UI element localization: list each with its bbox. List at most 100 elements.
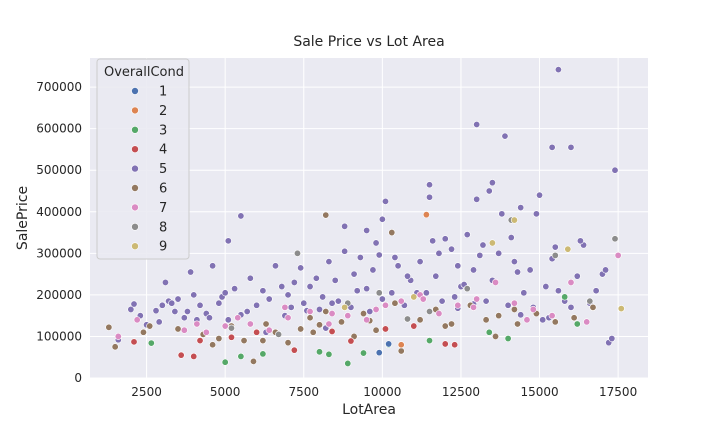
legend-marker <box>131 164 139 173</box>
data-point-cond-5 <box>514 268 522 276</box>
data-point-cond-5 <box>221 289 229 297</box>
data-point-cond-5 <box>190 291 198 299</box>
data-point-cond-4 <box>253 328 261 336</box>
data-point-cond-5 <box>180 314 188 322</box>
data-point-cond-7 <box>583 318 591 326</box>
data-point-cond-6 <box>495 312 503 320</box>
y-tick-label: 600000 <box>36 122 82 136</box>
data-point-cond-3 <box>147 339 155 347</box>
x-tick-label: 5000 <box>210 385 241 399</box>
data-point-cond-5 <box>448 245 456 253</box>
x-tick-labels: 2500 5000 7500 10000 12500 15000 17500 <box>131 385 637 399</box>
data-point-cond-5 <box>378 215 386 223</box>
data-point-cond-7 <box>281 303 289 311</box>
data-point-cond-5 <box>297 264 305 272</box>
data-point-cond-7 <box>548 312 556 320</box>
data-point-cond-5 <box>539 316 547 324</box>
legend-marker <box>131 184 139 192</box>
y-tick-label: 100000 <box>36 329 82 343</box>
data-point-cond-5 <box>517 311 525 319</box>
data-point-cond-5 <box>127 305 135 313</box>
data-point-cond-6 <box>105 323 113 331</box>
x-tick-label: 2500 <box>131 385 162 399</box>
data-point-cond-5 <box>168 299 176 307</box>
data-point-cond-5 <box>532 210 540 218</box>
data-point-cond-6 <box>570 314 578 322</box>
data-point-cond-5 <box>485 187 493 195</box>
data-point-cond-5 <box>152 307 160 315</box>
data-point-cond-5 <box>479 241 487 249</box>
data-point-cond-5 <box>567 143 575 151</box>
legend-label: 9 <box>159 240 167 255</box>
data-point-cond-2 <box>422 211 430 219</box>
data-point-cond-5 <box>187 268 195 276</box>
data-point-cond-6 <box>139 328 147 336</box>
data-point-cond-6 <box>315 321 323 329</box>
data-point-cond-5 <box>271 262 279 270</box>
data-point-cond-5 <box>548 143 556 151</box>
data-point-cond-5 <box>432 272 440 280</box>
data-point-cond-7 <box>419 295 427 303</box>
data-point-cond-9 <box>410 293 418 301</box>
data-point-cond-5 <box>507 234 515 242</box>
legend-marker <box>131 145 139 153</box>
data-point-cond-5 <box>265 295 273 303</box>
data-point-cond-5 <box>224 316 232 324</box>
data-point-cond-5 <box>209 262 217 270</box>
legend-label: 6 <box>159 182 167 197</box>
data-point-cond-7 <box>363 316 371 324</box>
data-point-cond-5 <box>495 249 503 257</box>
data-point-cond-5 <box>278 283 286 291</box>
data-point-cond-4 <box>177 351 185 359</box>
legend-title: OverallCond <box>104 65 184 80</box>
data-point-cond-7 <box>180 326 188 334</box>
data-point-cond-5 <box>542 283 550 291</box>
data-point-cond-7 <box>470 303 478 311</box>
data-point-cond-7 <box>454 301 462 309</box>
data-point-cond-5 <box>290 278 298 286</box>
data-point-cond-7 <box>202 328 210 336</box>
data-point-cond-6 <box>309 328 317 336</box>
data-point-cond-5 <box>284 291 292 299</box>
data-point-cond-6 <box>551 318 559 326</box>
data-point-cond-3 <box>344 359 352 367</box>
data-point-cond-5 <box>363 226 371 234</box>
data-point-cond-6 <box>397 347 405 355</box>
data-point-cond-7 <box>193 320 201 328</box>
data-point-cond-5 <box>438 297 446 305</box>
data-point-cond-5 <box>375 251 383 259</box>
legend-label: 5 <box>159 162 167 177</box>
data-point-cond-3 <box>237 352 245 360</box>
data-point-cond-5 <box>501 132 509 140</box>
data-point-cond-5 <box>592 287 600 295</box>
data-point-cond-6 <box>514 320 522 328</box>
data-point-cond-5 <box>171 308 179 316</box>
data-point-cond-7 <box>523 316 531 324</box>
y-tick-label: 400000 <box>36 205 82 219</box>
data-point-cond-6 <box>372 326 380 334</box>
data-point-cond-6 <box>391 299 399 307</box>
data-point-cond-5 <box>158 301 166 309</box>
data-point-cond-6 <box>209 341 217 349</box>
data-point-cond-4 <box>382 325 390 333</box>
data-point-cond-5 <box>608 335 616 343</box>
data-point-cond-7 <box>492 278 500 286</box>
legend-marker <box>131 126 139 134</box>
data-point-cond-6 <box>492 332 500 340</box>
data-point-cond-5 <box>287 303 295 311</box>
data-point-cond-5 <box>353 287 361 295</box>
data-point-cond-5 <box>573 272 581 280</box>
data-point-cond-7 <box>344 312 352 320</box>
data-point-cond-7 <box>265 326 273 334</box>
data-point-cond-3 <box>359 349 367 357</box>
data-point-cond-5 <box>451 293 459 301</box>
data-point-cond-7 <box>284 314 292 322</box>
legend-label: 2 <box>159 104 167 119</box>
data-point-cond-5 <box>416 258 424 266</box>
data-point-cond-7 <box>529 305 537 313</box>
data-point-cond-3 <box>221 358 229 366</box>
data-point-cond-5 <box>363 285 371 293</box>
data-point-cond-5 <box>312 274 320 282</box>
data-point-cond-5 <box>369 266 377 274</box>
